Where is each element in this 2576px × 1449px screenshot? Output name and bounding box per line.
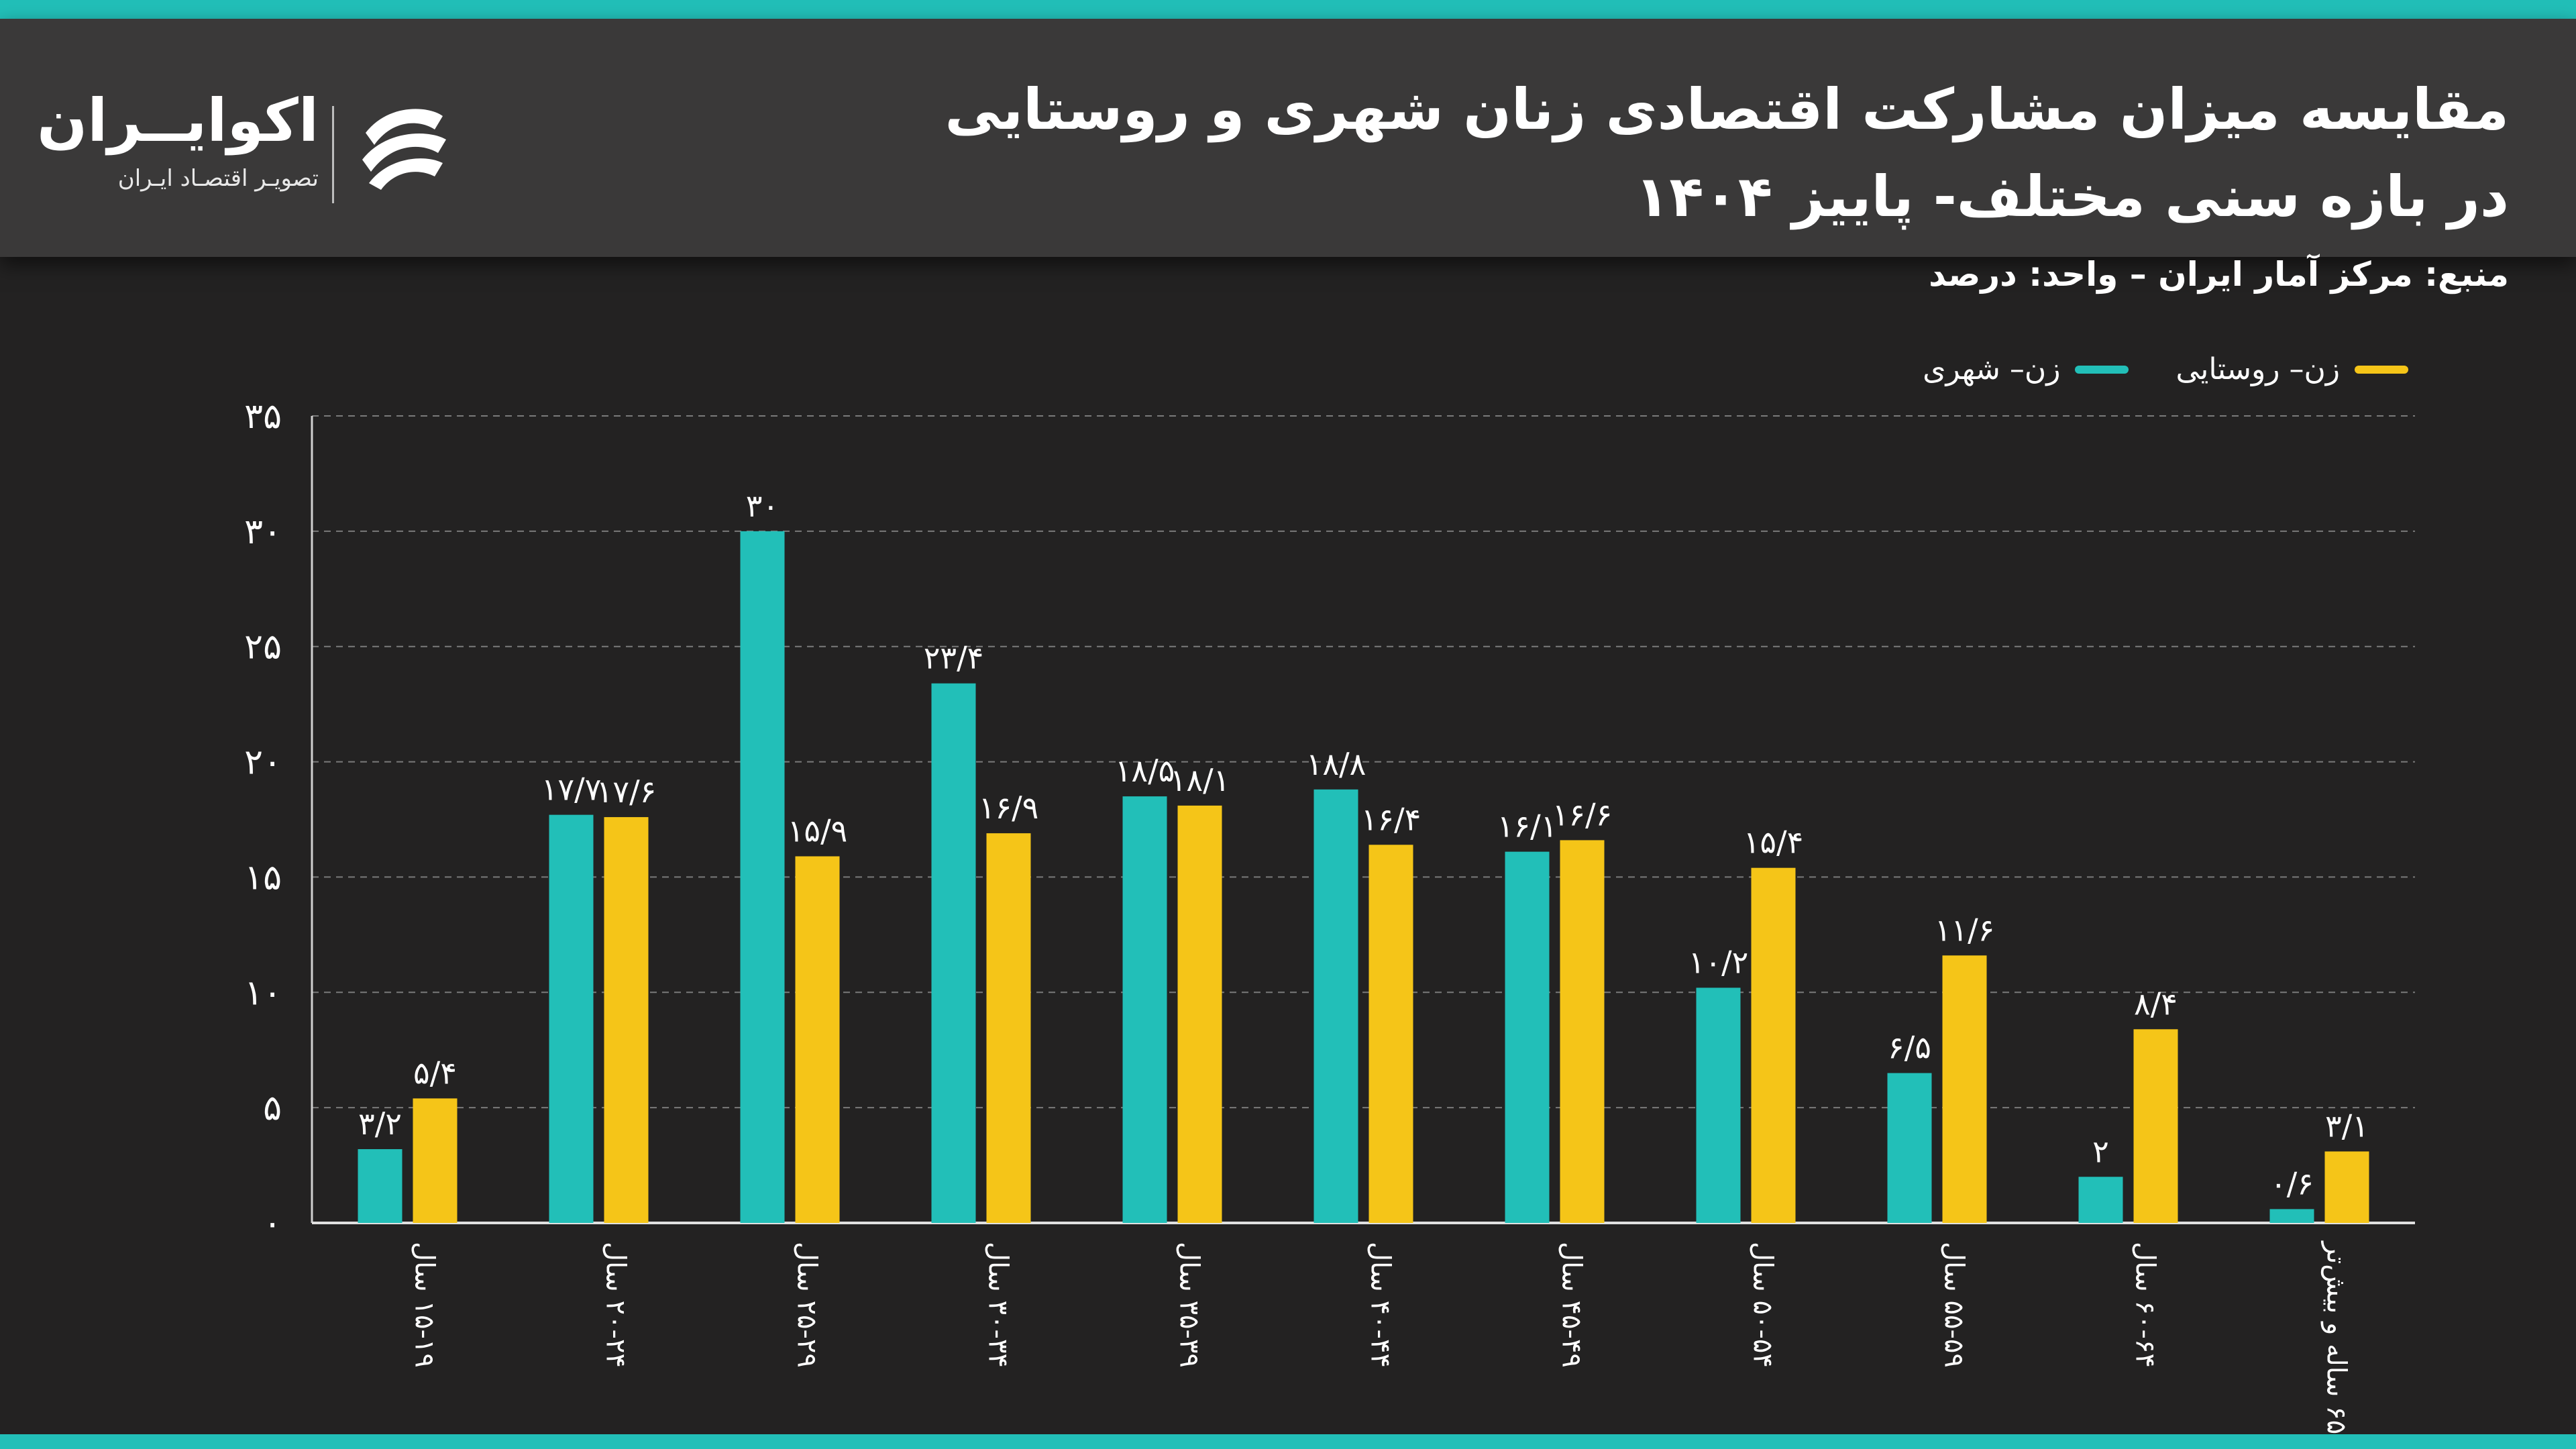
bar-rural [1751,867,1796,1223]
x-tick-label: ۵۰-۵۴ سال [1748,1242,1778,1368]
logo-mark-icon [362,109,446,190]
title-line-2: در بازه سنی مختلف- پاییز ۱۴۰۴ [1635,164,2509,229]
data-label-rural: ۱۵/۴ [1743,824,1804,861]
data-label-urban: ۱۷/۷ [541,771,602,808]
x-tick-label: ۴۰-۴۴ سال [1365,1242,1396,1368]
bar-rural [413,1098,458,1223]
y-tick-label: ۰ [263,1203,282,1244]
bottom-accent-bar [0,1434,2576,1449]
logo-name: اکوایــران [37,86,319,155]
y-tick-label: ۲۰ [244,743,282,783]
legend-item-rural: زن– روستایی [2176,352,2408,386]
x-tick-label: ۱۵-۱۹ سال [409,1242,440,1368]
title-line-1: مقایسه میزان مشارکت اقتصادی زنان شهری و … [945,76,2509,142]
data-label-urban: ۳/۲ [358,1106,402,1142]
data-label-urban: ۱۸/۵ [1115,753,1175,789]
bar-urban [1313,789,1358,1223]
data-label-rural: ۱۱/۶ [1935,912,1995,948]
bar-urban [1505,851,1550,1223]
logo: اکوایــران تصویـر اقتصـاد ایـران [37,79,466,213]
x-tick-label: ۶۵ ساله و بیش‌تر [2321,1240,2352,1434]
y-tick-label: ۳۰ [244,512,282,552]
logo-tagline: تصویـر اقتصـاد ایـران [117,165,319,192]
data-label-urban: ۶/۵ [1888,1030,1931,1066]
legend-swatch-rural [2355,365,2408,374]
data-label-urban: ۳۰ [746,488,779,524]
data-label-urban: ۰/۶ [2270,1165,2314,1201]
bar-urban [2269,1209,2314,1223]
x-tick-label: ۴۵-۴۹ سال [1556,1242,1587,1368]
bar-rural [1368,845,1413,1223]
x-tick-label: ۵۵-۵۹ سال [1939,1242,1970,1368]
chart-legend: زن– روستایی زن– شهری [1923,352,2408,386]
data-label-rural: ۳/۱ [2325,1108,2369,1144]
legend-label-urban: زن– شهری [1923,352,2061,386]
bar-urban [931,683,976,1223]
bar-urban [1887,1073,1932,1223]
bar-rural [1560,840,1605,1223]
data-label-rural: ۱۸/۱ [1170,762,1230,798]
bar-rural [795,856,840,1223]
bar-rural [1177,805,1222,1223]
data-label-rural: ۱۵/۹ [788,812,848,849]
x-tick-label: ۶۰-۶۴ سال [2130,1242,2161,1368]
bar-rural [2133,1029,2178,1223]
data-label-rural: ۱۷/۶ [596,773,657,810]
data-label-urban: ۱۶/۱ [1497,808,1558,845]
y-tick-label: ۱۰ [244,973,282,1013]
x-tick-label: ۲۰-۲۴ سال [600,1242,631,1368]
bar-rural [2324,1151,2369,1223]
source-note: منبع: مرکز آمار ایران – واحد: درصد [1929,255,2509,294]
bar-urban [2078,1177,2123,1223]
data-label-rural: ۵/۴ [413,1055,457,1091]
y-tick-label: ۳۵ [244,396,282,437]
data-label-rural: ۱۶/۴ [1361,801,1421,837]
data-label-urban: ۲۳/۴ [924,640,984,676]
y-tick-label: ۲۵ [244,627,282,667]
bar-urban [549,814,594,1223]
x-tick-label: ۲۵-۲۹ سال [792,1242,822,1368]
bar-urban [358,1149,402,1223]
y-tick-label: ۱۵ [244,857,282,898]
bar-urban [1696,987,1741,1223]
bar-rural [1942,955,1987,1223]
data-label-urban: ۱۰/۲ [1688,944,1749,980]
bar-rural [604,817,649,1223]
bar-rural [986,833,1031,1223]
data-label-urban: ۲ [2092,1133,2109,1169]
x-tick-label: ۳۵-۳۹ سال [1174,1242,1205,1368]
data-label-urban: ۱۸/۸ [1306,746,1366,782]
logo-separator [332,106,334,203]
page-title: مقایسه میزان مشارکت اقتصادی زنان شهری و … [945,66,2509,240]
bar-urban [740,531,785,1223]
legend-item-urban: زن– شهری [1923,352,2129,386]
data-label-rural: ۱۶/۹ [979,790,1039,826]
legend-swatch-urban [2075,365,2129,374]
x-tick-label: ۳۰-۳۴ سال [983,1242,1014,1368]
top-accent-bar [0,0,2576,19]
y-tick-label: ۵ [263,1088,282,1128]
legend-label-rural: زن– روستایی [2176,352,2340,386]
data-label-rural: ۱۶/۶ [1552,796,1613,833]
header-panel: اکوایــران تصویـر اقتصـاد ایـران مقایسه … [0,19,2576,257]
data-label-rural: ۸/۴ [2134,985,2178,1022]
bar-urban [1122,796,1167,1223]
